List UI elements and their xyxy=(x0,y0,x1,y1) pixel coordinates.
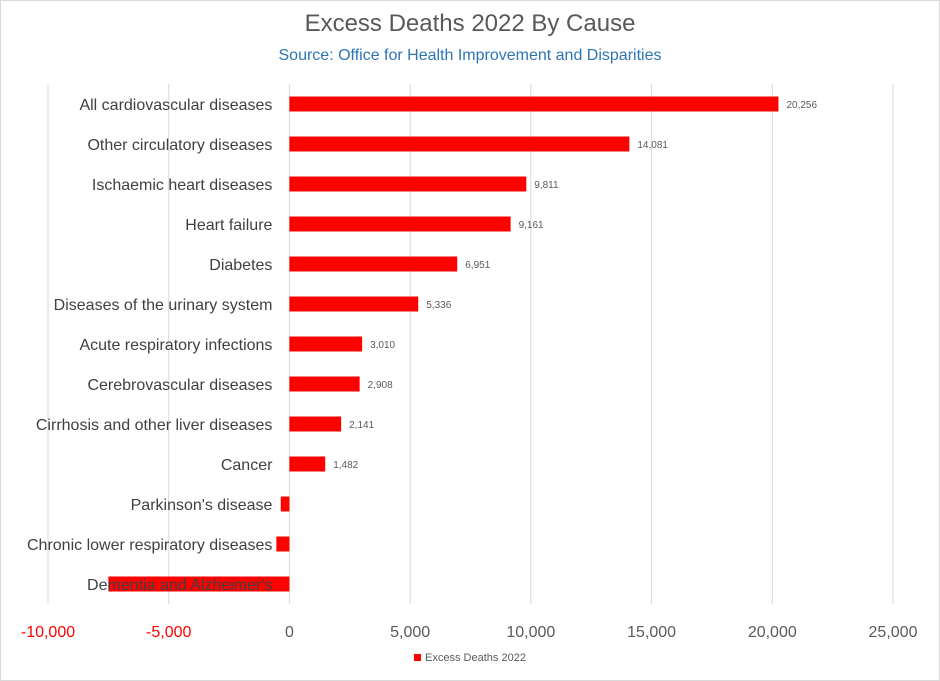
legend-swatch xyxy=(414,654,422,661)
data-label: 2,141 xyxy=(349,420,374,431)
bar xyxy=(276,536,290,552)
category-label: Dementia and Alzheimer's xyxy=(87,577,272,594)
bar xyxy=(289,136,630,152)
data-label: 2,908 xyxy=(368,380,393,391)
category-label: Ischaemic heart diseases xyxy=(92,177,273,194)
category-label: Parkinson's disease xyxy=(131,497,273,514)
data-label: 1,482 xyxy=(333,460,358,471)
bar xyxy=(289,216,511,232)
x-tick-label: -10,000 xyxy=(21,624,75,641)
bar xyxy=(289,456,326,472)
x-tick-label: 0 xyxy=(285,624,294,641)
category-label: Chronic lower respiratory diseases xyxy=(27,537,272,554)
bar xyxy=(289,96,779,112)
data-label: 3,010 xyxy=(370,340,395,351)
category-label: Diabetes xyxy=(209,257,272,274)
x-tick-label: 20,000 xyxy=(748,624,797,641)
data-label: 6,951 xyxy=(465,260,490,271)
category-label: Cirrhosis and other liver diseases xyxy=(36,417,273,434)
category-label: Heart failure xyxy=(185,217,272,234)
legend: Excess Deaths 2022 xyxy=(0,652,940,664)
bar xyxy=(289,256,458,272)
category-label: All cardiovascular diseases xyxy=(79,97,272,114)
bar xyxy=(289,376,360,392)
data-label: 14,081 xyxy=(637,140,668,151)
bar xyxy=(289,296,419,312)
bar xyxy=(289,336,363,352)
category-label: Acute respiratory infections xyxy=(79,337,272,354)
category-label: Diseases of the urinary system xyxy=(54,297,273,314)
bar xyxy=(289,176,527,192)
bar xyxy=(289,416,342,432)
data-label: 9,811 xyxy=(534,180,559,191)
data-label: 5,336 xyxy=(426,300,451,311)
x-tick-label: 10,000 xyxy=(506,624,555,641)
data-label: 20,256 xyxy=(786,100,817,111)
data-label: 9,161 xyxy=(519,220,544,231)
category-label: Cerebrovascular diseases xyxy=(87,377,272,394)
category-label: Other circulatory diseases xyxy=(87,137,272,154)
x-tick-label: 15,000 xyxy=(627,624,676,641)
chart-subtitle: Source: Office for Health Improvement an… xyxy=(278,47,662,64)
legend-label: Excess Deaths 2022 xyxy=(425,652,526,664)
chart-title: Excess Deaths 2022 By Cause xyxy=(304,10,636,37)
bar xyxy=(108,576,290,592)
bar xyxy=(280,496,290,512)
category-label: Cancer xyxy=(221,457,273,474)
x-tick-label: 25,000 xyxy=(869,624,918,641)
x-tick-label: -5,000 xyxy=(146,624,191,641)
x-tick-label: 5,000 xyxy=(390,624,430,641)
